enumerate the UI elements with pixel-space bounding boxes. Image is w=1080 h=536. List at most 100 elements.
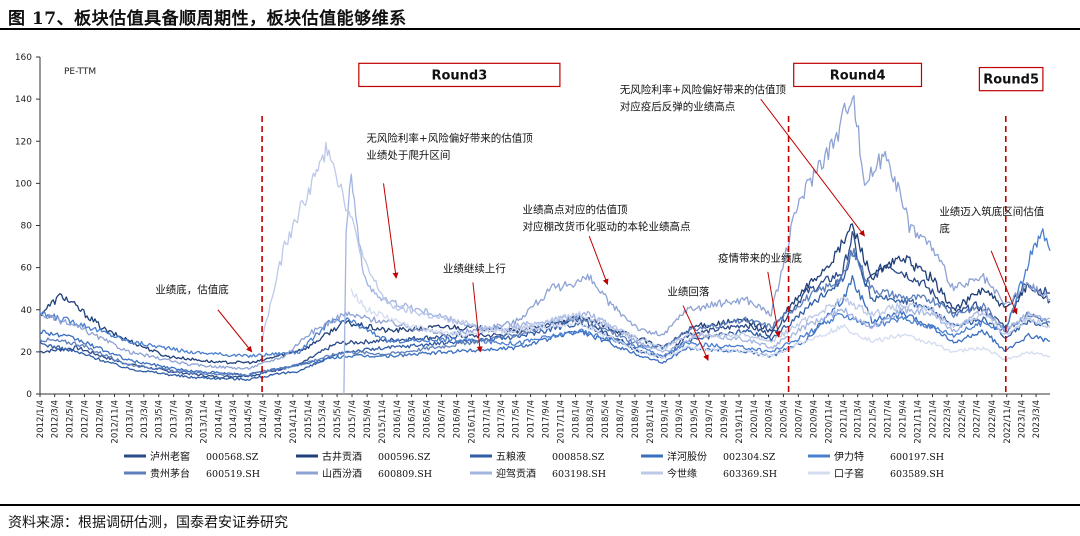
x-tick-label: 2014/5/4 [244,400,254,438]
x-tick-label: 2021/7/4 [884,400,894,438]
x-tick-label: 2017/7/4 [527,400,537,438]
legend-code: 000568.SZ [206,452,259,463]
y-tick-label: 0 [26,390,32,400]
legend-name: 古井贡酒 [322,450,362,463]
annotation-text: 对应疫后反弹的业绩高点 [620,100,736,113]
x-tick-label: 2015/5/4 [333,400,343,438]
x-tick-label: 2020/5/4 [779,400,789,438]
legend-name: 口子窖 [834,467,864,480]
annotation-text: 无风险利率+风险偏好带来的估值顶 [620,83,787,96]
x-tick-label: 2021/3/4 [854,400,864,438]
x-tick-label: 2012/1/4 [36,400,46,438]
x-tick-label: 2019/7/4 [705,400,715,438]
y-tick-label: 100 [15,179,32,189]
x-tick-label: 2013/7/4 [170,400,180,438]
legend-name: 迎驾贡酒 [496,468,536,480]
y-tick-label: 160 [15,53,32,63]
x-tick-label: 2023/1/4 [1018,400,1028,438]
x-tick-label: 2016/1/4 [393,400,403,438]
x-tick-label: 2020/9/4 [810,400,820,438]
annotation-text: 业绩继续上行 [443,262,506,275]
x-tick-label: 2020/7/4 [794,400,804,438]
annotation-text: 业绩迈入筑底区间估值 [939,205,1044,218]
title-rule [0,28,1080,30]
x-tick-label: 2019/11/4 [735,400,745,444]
x-tick-label: 2012/11/4 [111,400,121,444]
y-tick-label: 140 [15,95,32,105]
x-tick-label: 2018/11/4 [646,400,656,444]
round-divider-lines [261,116,1007,394]
round-box [358,62,561,88]
x-tick-label: 2016/3/4 [408,400,418,438]
series-line-000858.SZ [39,249,1051,382]
x-tick-label: 2015/7/4 [348,400,358,438]
annotation-arrow [682,305,709,361]
source-rule [0,504,1080,506]
x-tick-label: 2016/9/4 [453,400,463,438]
annotation-text: 底 [939,222,950,235]
axes: 0 20 40 60 80 100 120 140 160 2012/1/4 2012/3/4 201… [15,53,1050,444]
y-tick-label: 80 [21,222,33,232]
x-tick-label: 2014/9/4 [274,400,284,438]
x-tick-label: 2022/9/4 [988,400,998,438]
round-label: Round5 [983,73,1039,88]
round-label: Round4 [830,68,886,83]
x-tick-label: 2015/3/4 [318,400,328,438]
x-tick-label: 2022/11/4 [1003,400,1013,444]
x-tick-label: 2013/3/4 [140,400,150,438]
x-tick-label: 2018/3/4 [586,400,596,438]
legend-name: 伊力特 [834,450,864,463]
x-tick-label: 2017/11/4 [557,400,567,444]
annotation-text: 业绩底，估值底 [155,283,229,296]
x-tick-label: 2020/3/4 [765,400,775,438]
series-line-603589.SH [350,288,1051,362]
x-tick-label: 2013/1/4 [125,400,135,438]
x-tick-label: 2019/1/4 [661,400,671,438]
legend-name: 山西汾酒 [322,468,362,480]
annotation-text: 无风险利率+风险偏好带来的估值顶 [366,131,533,144]
annotation-text: 业绩处于爬升区间 [366,148,450,161]
x-tick-label: 2015/11/4 [378,400,388,444]
annotation-text: 业绩回落 [667,285,709,298]
y-axis-label: PE-TTM [64,67,96,77]
x-tick-label: 2012/3/4 [51,400,61,438]
x-tick-label: 2023/3/4 [1032,400,1042,438]
x-tick-label: 2014/7/4 [259,400,269,438]
annotation-arrow [767,271,781,338]
legend-code: 000858.SZ [552,452,605,463]
annotation-arrow [760,98,865,237]
figure-title: 图 17、板块估值具备顺周期性，板块估值能够维系 [8,9,407,29]
legend-code: 603198.SH [552,469,606,480]
legend-name: 五粮液 [496,450,526,463]
annotation-text: 对应棚改货币化驱动的本轮业绩高点 [523,220,691,233]
x-tick-label: 2014/11/4 [289,400,299,444]
x-tick-label: 2012/9/4 [96,400,106,438]
legend-name: 贵州茅台 [150,467,190,480]
x-tick-label: 2019/5/4 [690,400,700,438]
legend-code: 600197.SH [890,452,944,463]
x-tick-label: 2016/5/4 [423,400,433,438]
x-tick-label: 2012/5/4 [66,400,76,438]
x-tick-label: 2018/9/4 [631,400,641,438]
x-tick-label: 2012/7/4 [80,400,90,438]
annotation-text: 业绩高点对应的估值顶 [523,203,628,216]
x-tick-label: 2022/1/4 [928,400,938,438]
legend-code: 002304.SZ [723,452,776,463]
x-tick-label: 2018/1/4 [572,400,582,438]
x-tick-label: 2018/5/4 [601,400,611,438]
x-tick-label: 2022/5/4 [958,400,968,438]
legend-code: 603589.SH [890,469,944,480]
x-tick-label: 2019/9/4 [720,400,730,438]
x-tick-label: 2013/9/4 [185,400,195,438]
legend: 泸州老窖 000568.SZ 古井贡酒 000596.SZ 五粮液 000858.SZ 洋河… [124,450,944,480]
series-line-600809.SH [39,95,1051,370]
source-note: 资料来源：根据调研估测，国泰君安证券研究 [8,515,288,531]
annotation-arrow [588,235,609,286]
annotation-arrow [990,250,1018,315]
x-tick-label: 2020/11/4 [824,400,834,444]
x-tick-label: 2017/1/4 [482,400,492,438]
round-box [793,62,923,88]
annotation-arrow [472,282,483,353]
x-tick-label: 2020/1/4 [750,400,760,438]
